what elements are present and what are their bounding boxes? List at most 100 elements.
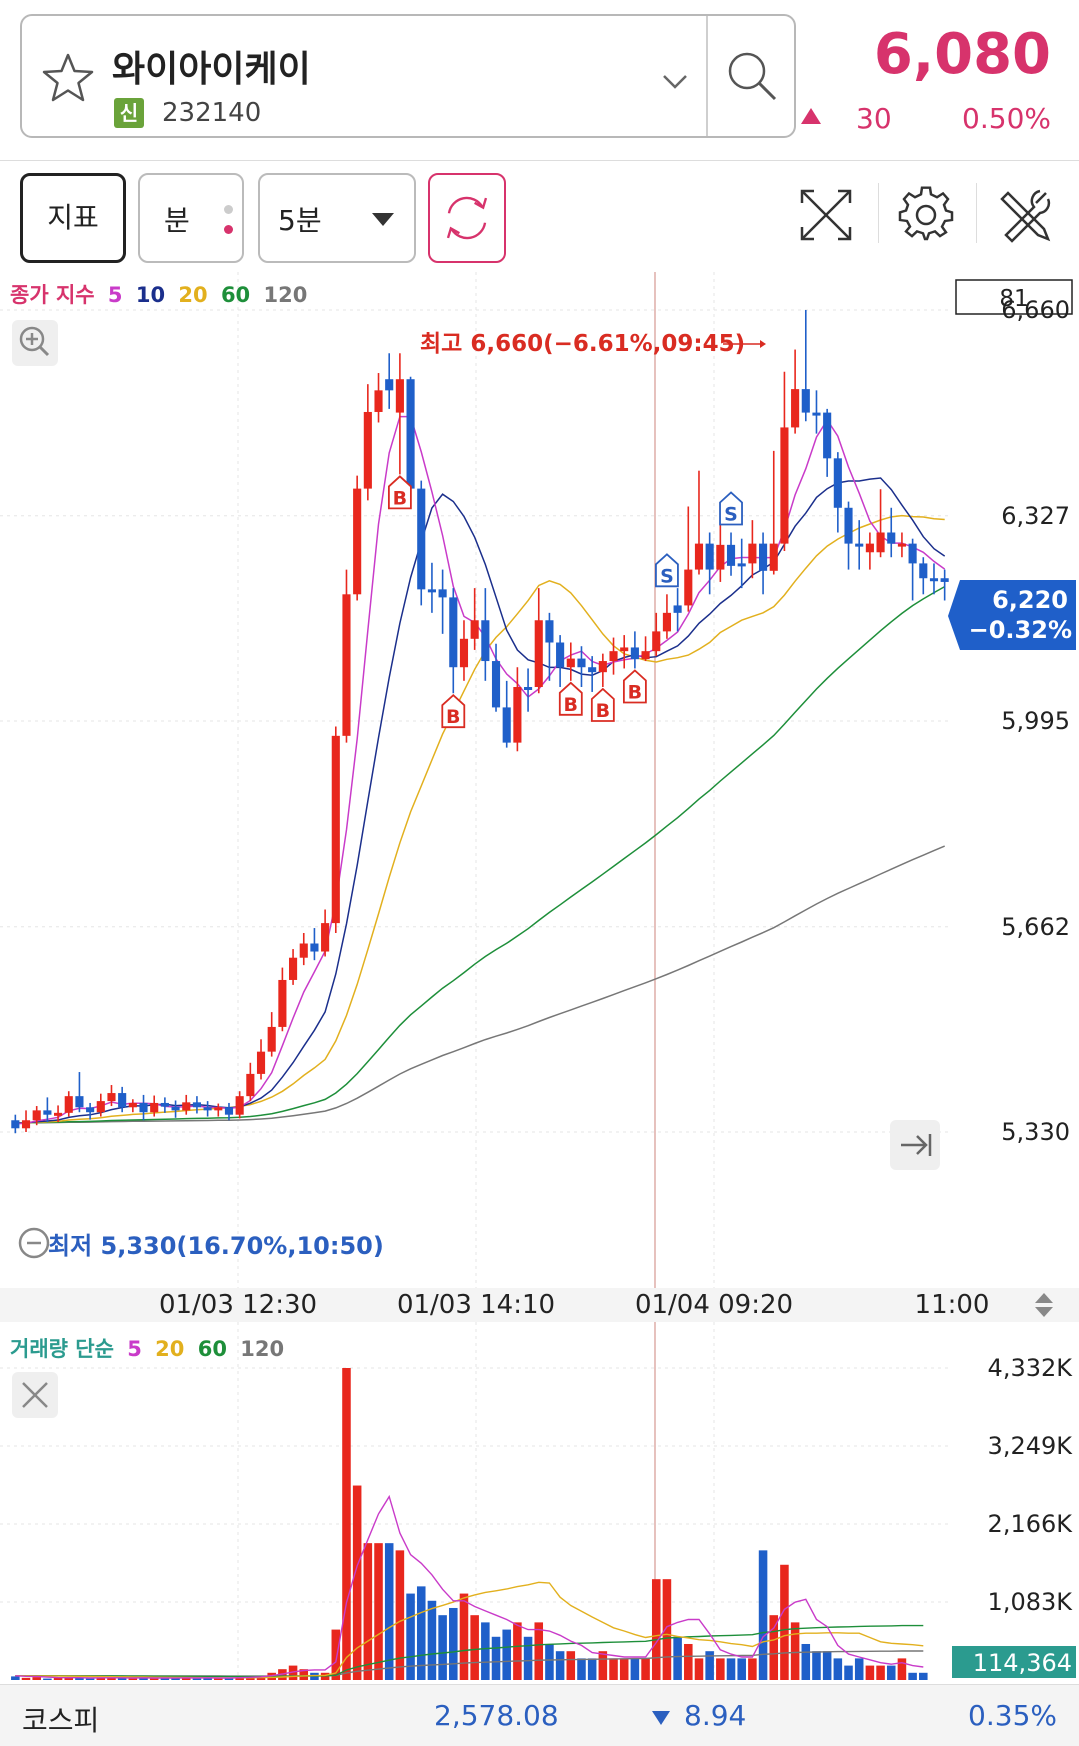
candle-body: [267, 1026, 276, 1052]
volume-bar: [737, 1658, 746, 1680]
legend-ma60: 60: [221, 283, 250, 307]
volume-bar: [566, 1651, 576, 1680]
volume-bar: [406, 1593, 415, 1680]
up-down-arrow-icon[interactable]: [1029, 1290, 1059, 1320]
volume-bar: [609, 1658, 618, 1680]
candle-body: [694, 543, 704, 570]
period-select[interactable]: 5분: [258, 173, 416, 263]
candle-body: [609, 651, 618, 662]
candle-body: [353, 488, 362, 595]
star-icon[interactable]: [40, 50, 96, 106]
candle-body: [823, 412, 832, 459]
marker-shape: [558, 681, 583, 716]
candle-body: [278, 979, 287, 1027]
ma20-line: [15, 514, 945, 1124]
candle-body: [139, 1102, 148, 1113]
volume-bar: [331, 1629, 341, 1680]
candle-body: [662, 612, 671, 632]
marker-shape: [719, 491, 743, 526]
high-annotation: 최고 6,660(−6.61%,09:45): [420, 331, 745, 357]
candle-body: [171, 1106, 180, 1111]
volume-chart[interactable]: 거래량 단순 5 20 60 120 4,332K 3,249K 2,166K 1,0…: [0, 1322, 1079, 1680]
candle-body: [588, 667, 597, 673]
volume-bar: [822, 1651, 832, 1680]
ma120-line: [15, 845, 945, 1124]
candle-body: [289, 957, 298, 980]
candle-body: [598, 661, 607, 673]
top-box: [955, 279, 1073, 315]
index-value: 2,578.08: [434, 1699, 559, 1732]
volume-bar: [534, 1622, 544, 1680]
marker-shape: [655, 553, 679, 588]
volume-bar: [651, 1579, 661, 1680]
candle-body: [160, 1102, 169, 1107]
volume-bar: [203, 1677, 212, 1680]
price-change: 30: [856, 102, 892, 135]
candle-body: [395, 379, 404, 413]
time-axis[interactable]: 01/03 12:30 01/03 14:10 01/04 09:20 11:0…: [0, 1288, 1079, 1322]
candle-body: [374, 390, 383, 412]
stock-search-box[interactable]: 와이아이케이 신 232140: [20, 14, 796, 138]
volume-bar: [75, 1677, 84, 1680]
vma5-line: [15, 1494, 924, 1679]
divider: [878, 183, 879, 243]
zoom-in-icon[interactable]: [12, 320, 58, 366]
volume-bar: [726, 1658, 736, 1680]
market-index-footer[interactable]: 코스피 2,578.08 8.94 0.35%: [0, 1684, 1079, 1746]
candle-body: [75, 1096, 84, 1108]
legend-ma20: 20: [178, 283, 207, 307]
candle-body: [321, 923, 330, 952]
candle-body: [545, 620, 554, 643]
volume-bar: [160, 1677, 170, 1680]
candle-body: [791, 389, 800, 428]
volume-grid-lines: [0, 1322, 950, 1680]
price-axis: 6,660 6,327 5,995 5,662 5,330: [1001, 296, 1070, 1146]
x-axis-label: 01/04 09:20: [634, 1290, 794, 1320]
low-zoom-out-icon[interactable]: [18, 1227, 50, 1259]
search-icon[interactable]: [722, 46, 782, 106]
gear-icon[interactable]: [896, 185, 956, 245]
marker-shape: [622, 669, 647, 704]
close-icon[interactable]: [12, 1372, 58, 1418]
candle-body: [566, 658, 575, 668]
chevron-down-icon[interactable]: [660, 68, 690, 94]
indicator-button[interactable]: 지표: [20, 173, 126, 263]
volume-bar: [449, 1607, 458, 1680]
volume-bar: [844, 1665, 853, 1680]
new-listing-badge: 신: [114, 98, 144, 128]
volume-bar: [769, 1615, 779, 1680]
dot-icon: [224, 205, 233, 214]
candle-body: [833, 458, 842, 508]
buy-marker: B: [387, 475, 412, 509]
legend-prefix: 종가 지수: [10, 283, 95, 307]
volume-bar: [128, 1678, 138, 1680]
header: 와이아이케이 신 232140 6,080 30 0.50%: [0, 0, 1079, 160]
buy-marker: B: [622, 669, 647, 704]
fullscreen-icon[interactable]: [798, 187, 854, 243]
candle-body: [427, 589, 436, 593]
volume-bar: [630, 1658, 640, 1680]
candle-body: [737, 563, 746, 567]
candle-body: [192, 1102, 201, 1108]
volume-bar: [684, 1643, 693, 1680]
unit-label: 분: [164, 204, 190, 237]
legend-vma5: 5: [127, 1337, 142, 1361]
refresh-button[interactable]: [428, 173, 506, 263]
y-axis-label: 6,660: [1001, 296, 1070, 324]
candle-body: [534, 620, 543, 688]
volume-bar: [673, 1636, 682, 1680]
unit-button[interactable]: 분: [138, 173, 244, 263]
tools-icon[interactable]: [994, 185, 1054, 245]
current-price: 6,080: [873, 22, 1051, 87]
stock-name: 와이아이케이: [112, 49, 311, 90]
scroll-to-latest-icon[interactable]: [890, 1120, 940, 1170]
volume-bar: [224, 1677, 234, 1680]
volume-bar: [780, 1564, 789, 1680]
current-price-tag: 6,220 −0.32%: [948, 580, 1076, 650]
candle-body: [438, 589, 447, 598]
volume-bar: [32, 1677, 41, 1680]
grid-lines: [0, 272, 950, 1288]
volume-bar: [876, 1665, 885, 1680]
